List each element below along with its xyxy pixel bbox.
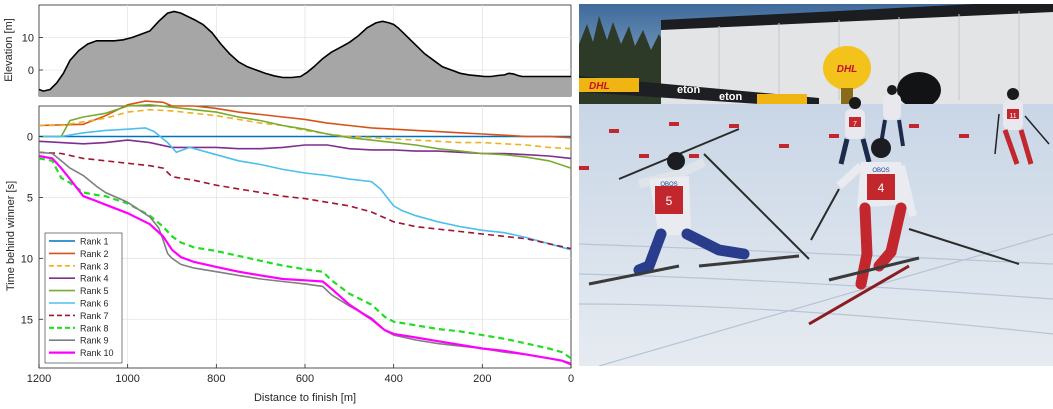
elevation-y-ticks: 0 10 bbox=[22, 33, 43, 77]
time-x-ticks: 1200 1000 800 600 400 200 0 bbox=[27, 364, 574, 385]
elevation-y-tick-label: 0 bbox=[28, 65, 34, 77]
time-y-tick-label: 5 bbox=[27, 192, 33, 204]
series-line-rank-8 bbox=[38, 157, 572, 360]
elevation-y-tick-label: 10 bbox=[22, 33, 34, 45]
skier-bib-4: 4 OBOS bbox=[808, 138, 1020, 326]
legend-label-rank-9: Rank 9 bbox=[80, 336, 109, 346]
bib-background-3: 11 bbox=[1009, 113, 1016, 120]
legend-label-rank-8: Rank 8 bbox=[80, 323, 109, 333]
series-line-rank-5 bbox=[39, 103, 572, 169]
stadium-roof bbox=[661, 4, 1053, 30]
legend-box bbox=[44, 232, 123, 364]
bib-background-1: 7 bbox=[853, 121, 857, 128]
time-x-tick-label: 1000 bbox=[115, 373, 139, 385]
skier-bib-5: 5 OBOS bbox=[588, 128, 810, 286]
skier-background-3: 11 bbox=[994, 88, 1050, 165]
dhl-balloon-logo: DHL bbox=[837, 64, 858, 75]
legend-label-rank-3: Rank 3 bbox=[80, 261, 109, 271]
elevation-y-axis-label: Elevation [m] bbox=[3, 18, 15, 82]
banner-eton-1: eton bbox=[677, 84, 701, 96]
dark-dome bbox=[897, 72, 941, 108]
banner-eton-2: eton bbox=[719, 91, 743, 103]
legend-label-rank-4: Rank 4 bbox=[80, 274, 109, 284]
series-line-rank-7 bbox=[38, 151, 572, 250]
legend-label-rank-1: Rank 1 bbox=[80, 237, 109, 247]
skier-background-1: 7 bbox=[838, 97, 872, 165]
legend-label-rank-2: Rank 2 bbox=[80, 249, 109, 259]
legend-label-rank-6: Rank 6 bbox=[80, 299, 109, 309]
legend-label-rank-7: Rank 7 bbox=[80, 311, 109, 321]
time-grid bbox=[39, 106, 571, 368]
elevation-profile-line bbox=[38, 10, 571, 92]
time-x-tick-label: 200 bbox=[473, 373, 491, 385]
legend-label-rank-10: Rank 10 bbox=[80, 348, 114, 358]
time-x-tick-label: 0 bbox=[568, 373, 574, 385]
time-x-tick-label: 1200 bbox=[27, 373, 51, 385]
banner-dhl-left bbox=[579, 78, 639, 92]
time-y-tick-label: 15 bbox=[21, 314, 33, 326]
time-legend: Rank 1 Rank 2 Rank 3 Rank 4 Rank 5 Rank 6 Rank… bbox=[44, 232, 123, 364]
series-line-rank-2 bbox=[38, 100, 572, 139]
elevation-and-time-charts: 0 10 Elevation [m] 0 5 10 15 1200 1000 800 600 4… bbox=[3, 4, 574, 404]
bib-number-5: 5 bbox=[666, 194, 673, 208]
time-x-tick-label: 400 bbox=[384, 373, 402, 385]
elevation-profile-area bbox=[39, 11, 571, 96]
series-line-rank-10 bbox=[38, 154, 572, 366]
time-y-tick-label: 10 bbox=[21, 253, 33, 265]
dhl-balloon bbox=[823, 46, 871, 90]
series-line-rank-6 bbox=[39, 127, 572, 251]
time-x-tick-label: 600 bbox=[296, 373, 314, 385]
banner-dhl-mid bbox=[757, 94, 807, 104]
time-y-axis-label: Time behind winner [s] bbox=[5, 181, 17, 291]
sprint-finish-photo: DHL eton eton DHL 7 bbox=[579, 4, 1053, 366]
time-behind-chart: 0 5 10 15 1200 1000 800 600 400 200 0 Time behind… bbox=[5, 100, 574, 404]
bib-number-4: 4 bbox=[878, 181, 885, 195]
bib-sponsor-left: OBOS bbox=[660, 182, 677, 188]
track-markers bbox=[579, 122, 969, 170]
time-x-axis-label: Distance to finish [m] bbox=[254, 392, 356, 404]
time-y-tick-label: 0 bbox=[27, 131, 33, 143]
legend-label-rank-5: Rank 5 bbox=[80, 286, 109, 296]
time-y-ticks: 0 5 10 15 bbox=[21, 131, 43, 326]
series-line-rank-3 bbox=[39, 108, 572, 150]
bib-sponsor-right: OBOS bbox=[872, 168, 889, 174]
banner-dhl-text: DHL bbox=[589, 81, 610, 92]
time-x-tick-label: 800 bbox=[207, 373, 225, 385]
skier-background-2 bbox=[879, 85, 905, 147]
elevation-chart: 0 10 Elevation [m] bbox=[3, 4, 572, 97]
time-series-lines bbox=[38, 100, 572, 366]
